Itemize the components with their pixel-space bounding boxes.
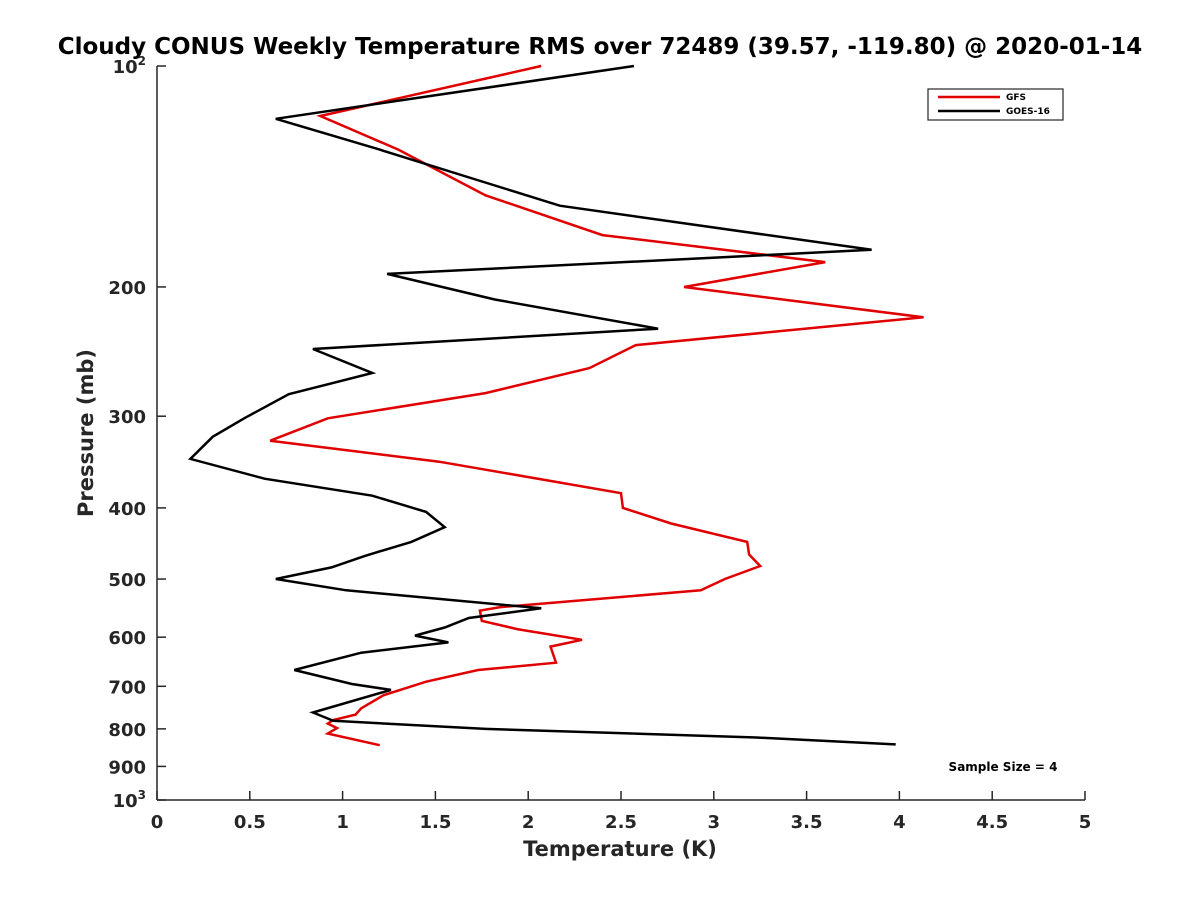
y-axis-label: Pressure (mb) <box>74 349 98 517</box>
y-tick-label: 800 <box>108 720 146 741</box>
sample-size-annotation: Sample Size = 4 <box>949 760 1058 774</box>
x-tick-label: 1.5 <box>419 812 451 833</box>
x-tick-label: 3.5 <box>791 812 823 833</box>
y-tick-label: 200 <box>108 278 146 299</box>
y-tick-label: 102 <box>113 54 146 78</box>
legend-label: GOES-16 <box>1006 107 1050 117</box>
series-line-goes-16 <box>187 64 896 746</box>
legend-box <box>927 88 1064 121</box>
plot-area <box>156 66 1085 801</box>
legend: GFS GOES-16 <box>927 88 1064 121</box>
x-tick-label: 4.5 <box>976 812 1008 833</box>
x-tick-label: 1 <box>336 812 349 833</box>
x-tick-label: 4 <box>893 812 906 833</box>
x-tick-label: 2 <box>522 812 535 833</box>
series-line-gfs <box>269 64 924 747</box>
chart-title: Cloudy CONUS Weekly Temperature RMS over… <box>58 34 1143 60</box>
x-tick-label: 0 <box>151 812 164 833</box>
y-tick-label: 700 <box>108 677 146 698</box>
y-tick-label: 400 <box>108 499 146 520</box>
y-tick-label: 500 <box>108 570 146 591</box>
x-tick-label: 0.5 <box>234 812 266 833</box>
y-tick-label: 300 <box>108 407 146 428</box>
x-tick-label: 2.5 <box>605 812 637 833</box>
x-axis-ticks: 0 0.5 1 1.5 2 2.5 3 3.5 4 4.5 5 <box>151 791 1092 833</box>
y-axis-ticks: 102 200 300 400 500 600 700 800 900 103 <box>108 54 166 812</box>
y-tick-label: 900 <box>108 757 146 778</box>
x-tick-label: 5 <box>1079 812 1092 833</box>
series-lines <box>187 64 924 747</box>
y-tick-label: 103 <box>113 788 146 812</box>
legend-label: GFS <box>1006 93 1026 103</box>
x-axis-label: Temperature (K) <box>523 837 717 861</box>
y-tick-label: 600 <box>108 628 146 649</box>
x-tick-label: 3 <box>708 812 721 833</box>
